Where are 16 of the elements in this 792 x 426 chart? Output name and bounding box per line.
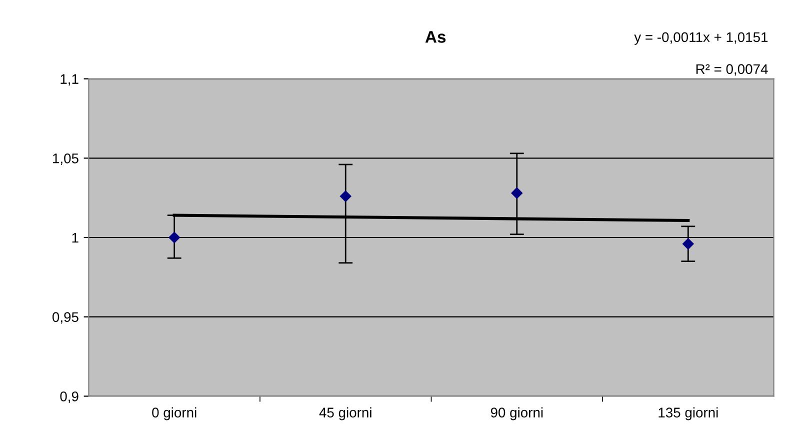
point (340, 190, 352, 202)
point (511, 187, 522, 199)
x-tick-label: 135 giorni (658, 407, 718, 420)
x-tick-label: 90 giorni (490, 407, 543, 420)
chart-title: As (425, 31, 446, 43)
point (682, 238, 694, 250)
point (168, 232, 180, 244)
y-tick-label: 1,1 (60, 74, 78, 86)
y-tick-label: 0,95 (52, 312, 78, 324)
y-tick-label: 1,05 (53, 153, 78, 165)
text: y = -0,0011x + 1,0151 (634, 32, 768, 45)
y-tick-label: 0,9 (60, 392, 78, 403)
y-tick-label: 1 (72, 232, 78, 243)
x-tick-label: 0 giorni (152, 407, 196, 420)
x-tick-label: 45 giorni (319, 407, 372, 420)
text: R² = 0,0074 (696, 64, 768, 76)
